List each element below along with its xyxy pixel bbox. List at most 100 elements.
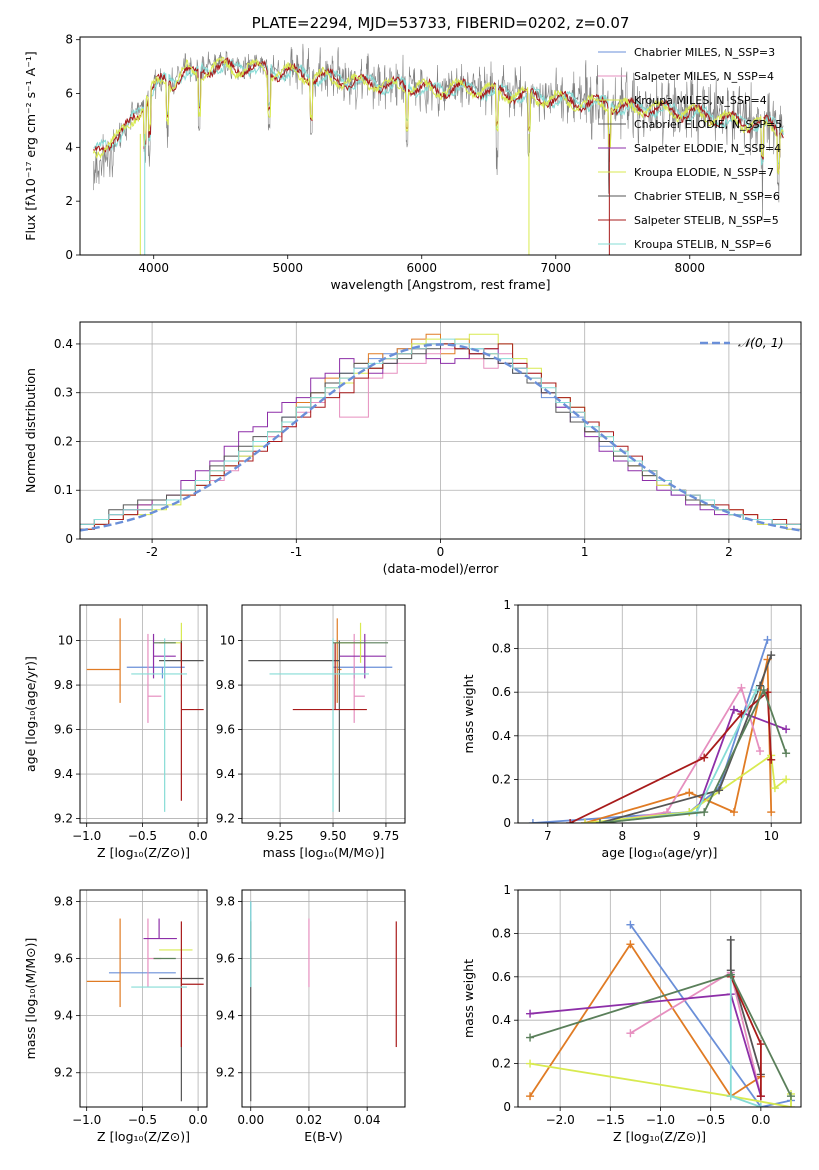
y-axis-label: Flux [fλ10⁻¹⁷ erg cm⁻² s⁻¹ A⁻¹]	[23, 51, 38, 240]
age-vs-mass-panel: 9.25 9.50 9.75 9.2 9.4 9.6 9.8 10 mass [log₁₀(M/…	[216, 604, 406, 860]
series-path	[599, 654, 773, 823]
errorbar-point	[269, 638, 370, 812]
legend: Chabrier MILES, N_SSP=3 Salpeter MILES, N…	[598, 46, 782, 251]
data-point	[700, 808, 709, 817]
y-tick-label: 9.2	[216, 812, 235, 826]
errorbar-point	[86, 618, 121, 703]
series-line	[595, 683, 765, 823]
x-tick-label: 0.0	[189, 1113, 208, 1127]
x-tick-label: 9.75	[373, 829, 400, 843]
x-tick-label: 0.00	[237, 1113, 264, 1127]
spectrum-model-line	[92, 56, 784, 175]
y-tick-label: 4	[65, 140, 73, 154]
y-tick-label: 1	[503, 598, 511, 612]
data-point	[756, 1092, 765, 1101]
errorbar-point	[353, 633, 365, 723]
y-tick-label: 9.4	[216, 767, 235, 781]
x-tick-label: 0.0	[751, 1113, 770, 1127]
legend-entry: Salpeter ELODIE, N_SSP=4	[634, 142, 781, 155]
x-axis-label: Z [log₁₀(Z/Z⊙)]	[97, 845, 190, 860]
x-axis-label: (data-model)/error	[383, 561, 500, 576]
series-path	[599, 687, 787, 823]
y-tick-label: 9.6	[216, 723, 235, 737]
x-tick-label: −0.5	[128, 1113, 157, 1127]
series-path	[629, 924, 792, 1107]
x-tick-label: 0	[437, 545, 445, 559]
y-axis-label: mass weight	[461, 959, 476, 1038]
series-line	[526, 970, 795, 1101]
axes-frame	[517, 604, 802, 824]
data-point	[700, 753, 709, 762]
data-point	[626, 920, 635, 929]
data-point	[756, 747, 765, 756]
data-point	[626, 940, 635, 949]
data-point	[767, 808, 776, 817]
series-line	[726, 935, 765, 1079]
legend-entry: 𝒩(0, 1)	[738, 335, 784, 350]
y-tick-label: 0	[65, 248, 73, 262]
data-point	[759, 686, 768, 695]
legend-entry: Kroupa ELODIE, N_SSP=7	[634, 166, 774, 179]
x-tick-label: −2.0	[546, 1113, 575, 1127]
data-point	[756, 1040, 765, 1049]
x-tick-label: -1	[290, 545, 302, 559]
y-tick-label: 0.2	[54, 434, 73, 448]
legend-entry: Kroupa STELIB, N_SSP=6	[634, 238, 772, 251]
errorbar-point	[180, 642, 204, 801]
data-point	[786, 1103, 795, 1107]
series-path	[532, 639, 769, 823]
errorbar-point	[131, 638, 187, 812]
y-tick-label: 9.4	[216, 1009, 235, 1023]
series-line	[595, 651, 776, 823]
data-point	[526, 1092, 535, 1101]
series-path	[529, 1062, 792, 1107]
x-tick-label: 8000	[674, 261, 705, 275]
y-tick-label: 0.8	[492, 926, 511, 940]
residual-histogram-panel: -2 -1 0 1 2 0 0.1 0.2 0.3 0.4 (data-model)/error No…	[23, 321, 802, 576]
legend-entry: Chabrier STELIB, N_SSP=6	[634, 190, 780, 203]
series-path	[629, 971, 762, 1097]
data-point	[726, 1092, 735, 1101]
axes-frame	[517, 889, 802, 1108]
y-tick-label: 9.4	[54, 767, 73, 781]
y-tick-label: 0.6	[492, 970, 511, 984]
series-path	[584, 659, 773, 823]
errorbar-point	[248, 640, 340, 812]
legend-entry: Chabrier ELODIE, N_SSP=5	[634, 118, 782, 131]
x-tick-label: −1.0	[72, 1113, 101, 1127]
mass-weight-vs-metallicity-panel: −2.0 −1.5 −1.0 −0.5 0.0 0 0.2 0.4 0.6 0.8 1 Z [log₁…	[461, 883, 802, 1144]
y-tick-label: 10	[220, 634, 235, 648]
data-point	[767, 651, 776, 660]
data-point	[767, 755, 776, 764]
y-tick-label: 0.1	[54, 483, 73, 497]
data-point	[770, 784, 779, 793]
data-point	[726, 935, 735, 944]
legend-entry: Salpeter STELIB, N_SSP=5	[634, 214, 779, 227]
data-point	[729, 808, 738, 817]
y-tick-label: 9.2	[216, 1066, 235, 1080]
x-tick-label: −1.0	[72, 829, 101, 843]
data-point	[782, 749, 791, 758]
data-point	[566, 819, 575, 823]
x-tick-label: 9.50	[320, 829, 347, 843]
data-point	[752, 686, 761, 695]
normal-distribution-curve	[80, 343, 801, 532]
y-tick-label: 0	[503, 816, 511, 830]
x-tick-label: 7	[544, 829, 552, 843]
y-tick-label: 9.4	[54, 1009, 73, 1023]
data-point	[715, 786, 724, 795]
x-tick-label: 0.0	[189, 829, 208, 843]
y-tick-label: 6	[65, 87, 73, 101]
y-tick-label: 0	[503, 1100, 511, 1114]
x-tick-label: 1	[581, 545, 589, 559]
y-tick-label: 9.8	[54, 678, 73, 692]
x-axis-label: Z [log₁₀(Z/Z⊙)]	[97, 1129, 190, 1144]
data-point	[626, 1029, 635, 1038]
data-point	[528, 819, 537, 823]
plot-area	[250, 901, 397, 1102]
chart-title: PLATE=2294, MJD=53733, FIBERID=0202, z=0…	[252, 14, 630, 32]
series-path	[599, 708, 787, 823]
legend-entry: Chabrier MILES, N_SSP=3	[634, 46, 775, 59]
axes-frame	[79, 604, 208, 824]
y-tick-label: 0.4	[54, 337, 73, 351]
